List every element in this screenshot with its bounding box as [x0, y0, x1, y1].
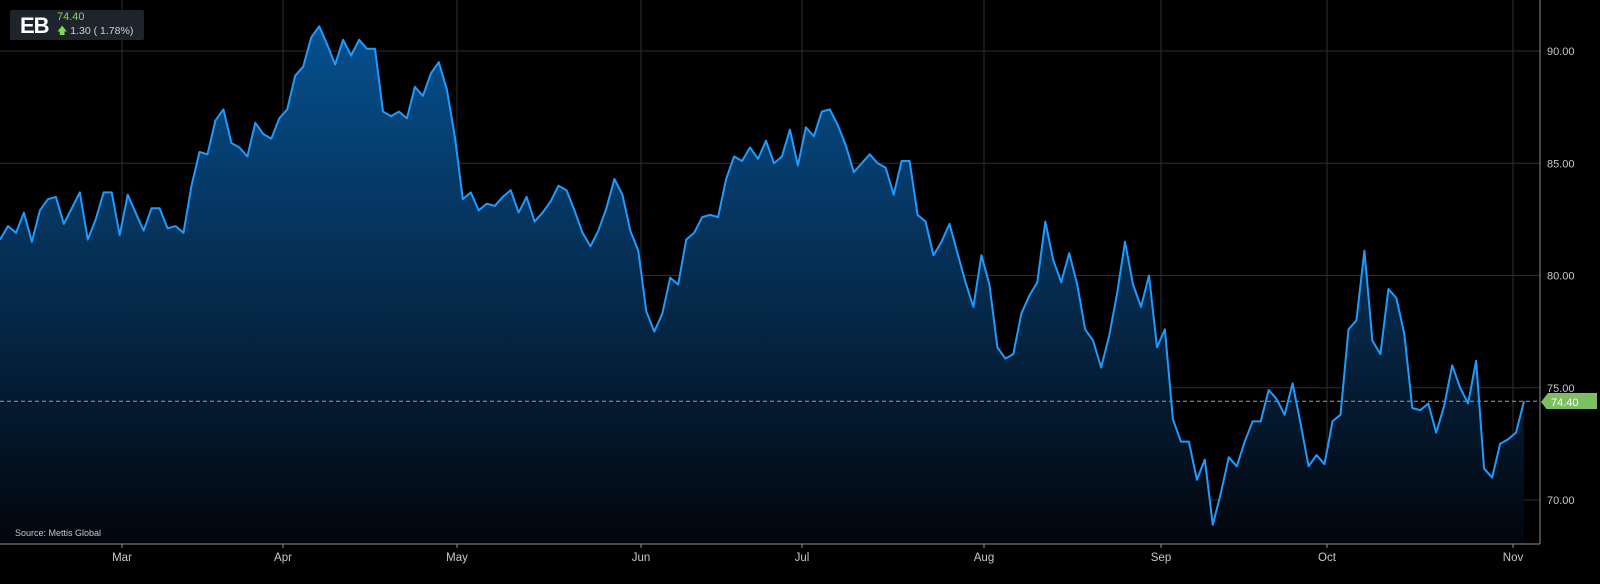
last-price-label: 74.40 — [1551, 397, 1579, 409]
ticker-price: 74.40 — [57, 11, 85, 23]
y-tick-label: 75.00 — [1547, 383, 1575, 395]
last-price-tag: 74.40 — [1541, 393, 1597, 409]
y-tick-label: 70.00 — [1547, 495, 1575, 507]
source-label: Source: Mettis Global — [15, 528, 102, 538]
ticker-symbol: EB — [20, 13, 50, 38]
y-tick-label: 80.00 — [1547, 271, 1575, 283]
x-tick-label: Sep — [1151, 552, 1171, 564]
x-tick-label: Nov — [1503, 552, 1524, 564]
y-tick-label: 90.00 — [1547, 46, 1575, 58]
up-arrow-icon: 🡅 — [57, 26, 68, 37]
ticker-summary: EB 74.40 🡅 1.30 ( 1.78%) — [10, 10, 144, 40]
x-tick-label: Jun — [632, 552, 651, 564]
price-line — [0, 25, 1525, 526]
x-tick-label: May — [446, 552, 468, 564]
y-tick-label: 85.00 — [1547, 158, 1575, 170]
x-tick-label: Jul — [795, 552, 810, 564]
ticker-change-value: 1.30 ( 1.78%) — [70, 25, 134, 37]
x-axis-ticks: Mar Apr May Jun Jul Aug Sep Oct Nov — [112, 544, 1523, 564]
x-tick-label: Apr — [274, 552, 292, 564]
price-area — [0, 26, 1524, 545]
y-axis-ticks: 70.00 75.00 80.00 85.00 90.00 — [1547, 46, 1575, 507]
x-tick-label: Oct — [1318, 552, 1337, 564]
x-tick-label: Mar — [112, 552, 132, 564]
chart-axes — [0, 0, 1541, 545]
ticker-change: 🡅 1.30 ( 1.78%) — [57, 24, 133, 41]
x-tick-label: Aug — [974, 552, 994, 564]
